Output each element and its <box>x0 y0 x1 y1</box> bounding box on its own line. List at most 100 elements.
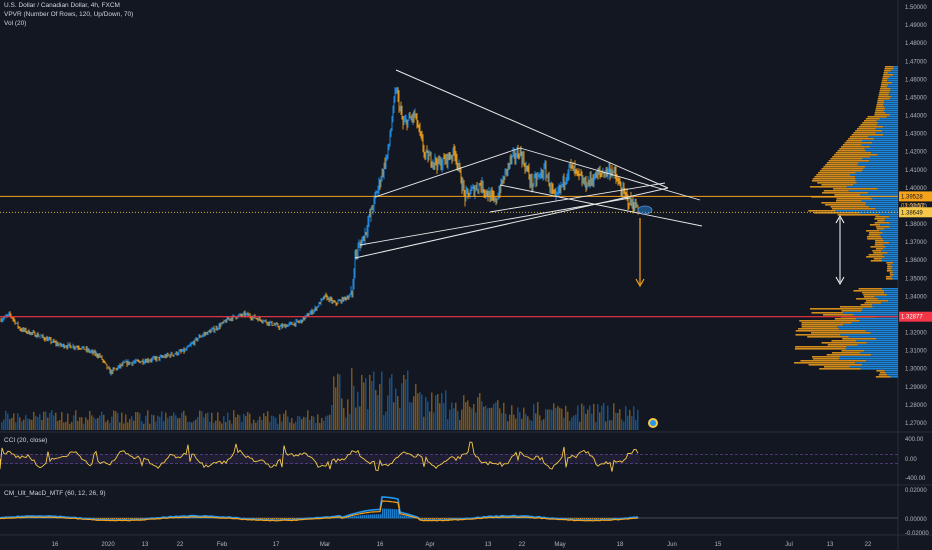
breakout-marker <box>637 205 653 215</box>
vpvr-row <box>831 208 876 210</box>
volume-bar <box>131 416 133 430</box>
vpvr-row <box>883 126 898 128</box>
vpvr-row <box>884 102 898 104</box>
vpvr-row <box>882 78 888 80</box>
macd-signal-line <box>0 500 639 522</box>
vpvr-row <box>883 72 888 74</box>
vpvr-row <box>843 312 898 314</box>
volume-bar <box>529 419 531 430</box>
vpvr-row <box>795 330 866 332</box>
cci-line <box>0 441 639 472</box>
vpvr-row <box>883 134 898 136</box>
macd-histogram-bar <box>376 514 378 519</box>
macd-histogram-bar <box>438 518 440 520</box>
vpvr-row <box>861 144 898 146</box>
macd-axis-label: 0.02000 <box>905 488 927 494</box>
cci-title[interactable]: CCI (20, close) <box>4 437 48 444</box>
volume-bar <box>311 415 313 430</box>
volume-bar <box>147 410 149 430</box>
volume-bar <box>91 415 93 430</box>
volume-bar <box>415 383 417 430</box>
price-axis-label: 1.32000 <box>905 331 927 337</box>
vpvr-row <box>875 208 898 210</box>
vpvr-row <box>889 272 893 274</box>
volume-bar <box>441 393 443 430</box>
macd-histogram-bar <box>136 518 138 519</box>
volume-bar <box>143 423 145 430</box>
volume-bar <box>255 422 257 430</box>
volume-bar <box>595 421 597 430</box>
macd-histogram-bar <box>592 518 594 520</box>
volume-bar <box>297 416 299 430</box>
volume-bar <box>583 405 585 430</box>
vpvr-row <box>887 374 898 376</box>
macd-histogram-bar <box>126 518 128 520</box>
vpvr-title[interactable]: VPVR (Number Of Rows, 120, Up/Down, 70) <box>4 11 134 18</box>
macd-histogram-bar <box>104 518 106 519</box>
price-axis-label: 1.40000 <box>905 186 927 192</box>
vpvr-row <box>816 174 851 176</box>
vpvr-row <box>814 176 855 178</box>
macd-histogram-bar <box>578 518 580 520</box>
vpvr-row <box>872 306 898 308</box>
volume-bar <box>187 421 189 430</box>
vpvr-row <box>855 318 898 320</box>
vpvr-row <box>818 172 856 174</box>
volume-bar <box>483 406 485 430</box>
volume-bar <box>597 404 599 430</box>
vpvr-row <box>838 358 898 360</box>
vpvr-row <box>855 172 898 174</box>
volume-bar <box>107 419 109 430</box>
volume-bar <box>409 402 411 430</box>
macd-title[interactable]: CM_Ult_MacD_MTF (60, 12, 26, 9) <box>4 490 106 497</box>
volume-bar <box>69 423 71 430</box>
vpvr-row <box>882 260 898 262</box>
volume-title[interactable]: Vol (20) <box>4 20 27 27</box>
macd-histogram-bar <box>262 518 264 519</box>
volume-bar <box>239 415 241 430</box>
macd-histogram-bar <box>588 518 590 520</box>
volume-bar <box>399 407 401 430</box>
volume-bar <box>587 409 589 430</box>
volume-bar <box>247 411 249 430</box>
macd-histogram-bar <box>354 516 356 519</box>
vpvr-row <box>819 368 861 370</box>
vpvr-row <box>886 372 898 374</box>
vpvr-row <box>879 90 891 92</box>
volume-bar <box>505 413 507 430</box>
price-axis-label: 1.34000 <box>905 294 927 300</box>
volume-bar <box>357 391 359 430</box>
vpvr-row <box>866 256 885 258</box>
macd-histogram-bar <box>420 518 422 519</box>
vpvr-row <box>870 332 898 334</box>
vpvr-row <box>862 158 898 160</box>
volume-bar <box>137 412 139 430</box>
macd-histogram-bar <box>102 518 104 520</box>
time-axis-label: 13 <box>485 542 492 548</box>
price-axis-label: 1.29000 <box>905 385 927 391</box>
vpvr-row <box>861 140 898 142</box>
volume-bar <box>59 419 61 430</box>
volume-bar <box>67 413 69 430</box>
volume-bar <box>215 420 217 430</box>
vpvr-row <box>812 178 856 180</box>
volume-bar <box>573 415 575 430</box>
volume-bar <box>599 412 601 430</box>
vpvr-row <box>843 324 898 326</box>
vpvr-row <box>860 194 898 196</box>
vpvr-row <box>886 294 898 296</box>
macd-histogram-bar <box>426 518 428 520</box>
price-axis-label: 1.36000 <box>905 258 927 264</box>
vpvr-row <box>892 266 898 268</box>
volume-bar <box>109 422 111 430</box>
macd-histogram-bar <box>404 515 406 519</box>
volume-bar <box>631 416 633 430</box>
countdown-tag: 03:02:57 <box>901 203 925 209</box>
volume-bar <box>3 419 5 430</box>
volume-bar <box>461 409 463 430</box>
volume-bar <box>359 406 361 430</box>
vpvr-row <box>884 106 898 108</box>
vpvr-row <box>876 106 885 108</box>
